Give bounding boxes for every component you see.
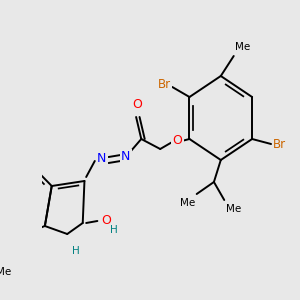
- Text: N: N: [97, 152, 106, 166]
- Text: Me: Me: [0, 267, 11, 277]
- Text: H: H: [71, 246, 79, 256]
- Text: O: O: [172, 134, 182, 148]
- Text: O: O: [102, 214, 112, 227]
- Text: H: H: [110, 225, 118, 235]
- Text: N: N: [121, 151, 130, 164]
- Text: Br: Br: [273, 137, 286, 151]
- Text: Me: Me: [235, 42, 250, 52]
- Text: O: O: [132, 98, 142, 111]
- Text: Me: Me: [180, 198, 195, 208]
- Text: Br: Br: [158, 79, 170, 92]
- Text: Me: Me: [226, 204, 241, 214]
